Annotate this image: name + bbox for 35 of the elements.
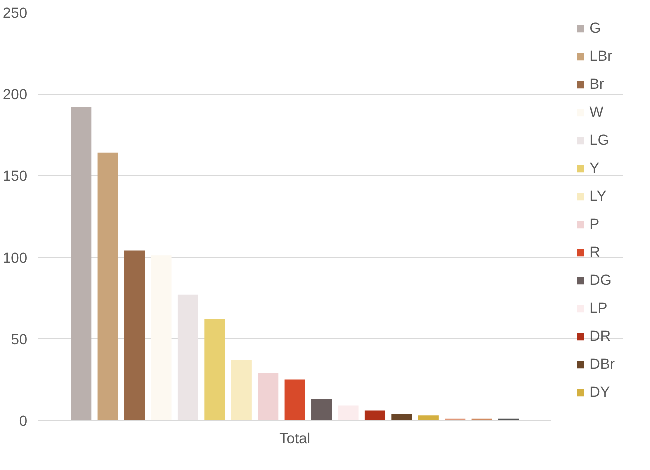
bar <box>231 360 252 420</box>
y-tick-label: 200 <box>3 88 28 104</box>
bar <box>284 380 306 420</box>
legend-label: LP <box>590 300 609 317</box>
y-tick-label: 0 <box>19 414 28 430</box>
legend-label: DR <box>590 328 611 345</box>
legend-label: P <box>590 216 601 233</box>
legend-label: Y <box>590 160 601 177</box>
bar <box>71 107 92 420</box>
bar <box>418 416 439 420</box>
bar <box>178 294 199 420</box>
bar <box>204 319 226 420</box>
legend-label: DG <box>590 272 612 289</box>
legend-label: DY <box>590 384 610 401</box>
legend-label: Br <box>590 76 606 93</box>
bar <box>151 256 172 420</box>
legend-label: LBr <box>590 48 613 65</box>
y-tick-label: 100 <box>3 250 28 267</box>
legend-label: LY <box>590 188 608 205</box>
legend-label: W <box>590 104 605 121</box>
y-tick-label: 50 <box>11 332 28 348</box>
bar <box>364 410 386 420</box>
legend-label: DBr <box>590 356 615 373</box>
y-tick-label: 250 <box>3 6 28 22</box>
bar <box>124 250 146 420</box>
bar <box>338 406 359 420</box>
bar <box>312 399 332 420</box>
y-tick-label: 150 <box>3 169 28 186</box>
bar <box>258 373 279 420</box>
legend-label: LG <box>590 132 610 149</box>
bar <box>392 414 412 420</box>
legend-label: G <box>590 20 602 37</box>
bar <box>98 152 118 420</box>
legend-label: R <box>590 244 602 261</box>
x-tick-label: Total <box>280 432 311 448</box>
